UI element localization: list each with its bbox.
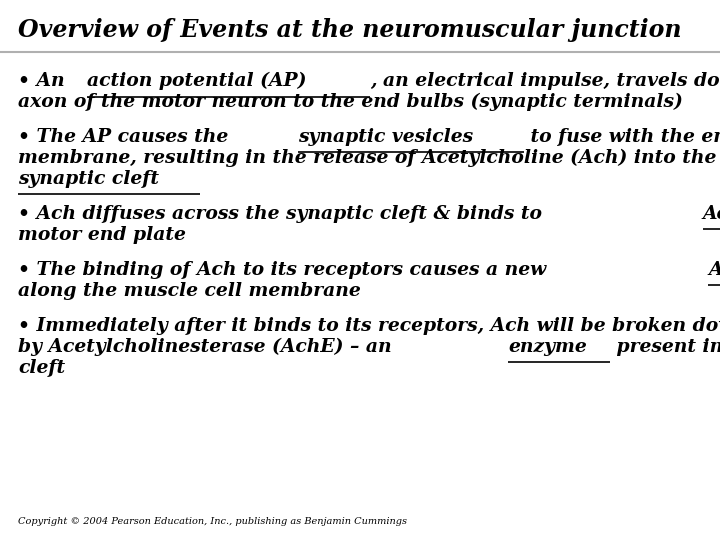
Text: Copyright © 2004 Pearson Education, Inc., publishing as Benjamin Cummings: Copyright © 2004 Pearson Education, Inc.… xyxy=(18,517,407,526)
Text: • Immediately after it binds to its receptors, Ach will be broken down: • Immediately after it binds to its rece… xyxy=(18,317,720,335)
Text: synaptic cleft: synaptic cleft xyxy=(18,170,159,188)
Text: Overview of Events at the neuromuscular junction: Overview of Events at the neuromuscular … xyxy=(18,18,682,42)
Text: Ach receptors: Ach receptors xyxy=(703,205,720,223)
Text: to fuse with the end bulb: to fuse with the end bulb xyxy=(523,128,720,146)
Text: , an electrical impulse, travels down the: , an electrical impulse, travels down th… xyxy=(370,72,720,90)
Text: axon of the motor neuron to the end bulbs (synaptic terminals): axon of the motor neuron to the end bulb… xyxy=(18,93,683,111)
Text: AP: AP xyxy=(708,261,720,279)
Text: cleft: cleft xyxy=(18,359,65,377)
Text: • Ach diffuses across the synaptic cleft & binds to: • Ach diffuses across the synaptic cleft… xyxy=(18,205,549,223)
Text: • An: • An xyxy=(18,72,71,90)
Text: motor end plate: motor end plate xyxy=(18,226,186,244)
Text: action potential (AP): action potential (AP) xyxy=(86,72,306,90)
Text: present in the synaptic: present in the synaptic xyxy=(610,338,720,356)
Text: enzyme: enzyme xyxy=(508,338,588,356)
Text: membrane, resulting in the release of Acetylcholine (Ach) into the: membrane, resulting in the release of Ac… xyxy=(18,149,716,167)
Text: along the muscle cell membrane: along the muscle cell membrane xyxy=(18,282,361,300)
Text: • The AP causes the: • The AP causes the xyxy=(18,128,235,146)
Text: • The binding of Ach to its receptors causes a new: • The binding of Ach to its receptors ca… xyxy=(18,261,553,279)
Bar xyxy=(0,0,720,52)
Text: synaptic vesicles: synaptic vesicles xyxy=(297,128,473,146)
Text: by Acetylcholinesterase (AchE) – an: by Acetylcholinesterase (AchE) – an xyxy=(18,338,398,356)
